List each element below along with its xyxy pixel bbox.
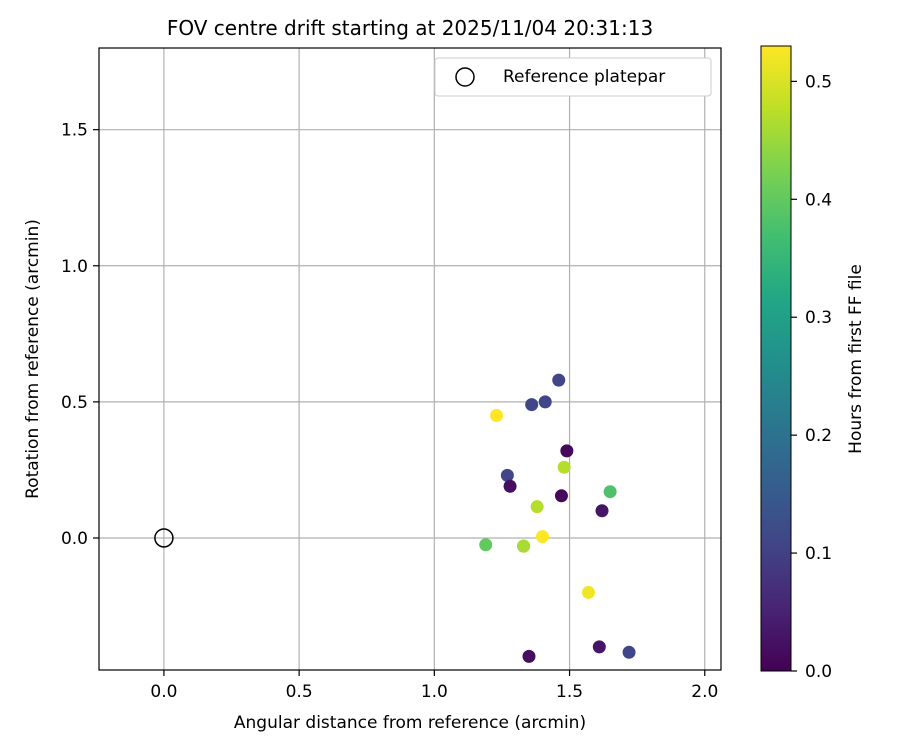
- legend: Reference platepar: [434, 57, 712, 97]
- data-point: [536, 530, 550, 544]
- data-point: [490, 408, 504, 422]
- x-tick-label: 0.5: [286, 682, 313, 702]
- data-point: [538, 395, 552, 409]
- data-point: [503, 479, 517, 493]
- data-point: [603, 485, 617, 499]
- colorbar-tick-label: 0.5: [805, 72, 832, 92]
- data-point: [560, 444, 574, 458]
- legend-box: [434, 57, 712, 97]
- data-point: [554, 489, 568, 503]
- y-axis-label: Rotation from reference (arcmin): [23, 219, 43, 499]
- y-tick-label: 1.0: [61, 257, 88, 277]
- reference-platepar-marker: [154, 528, 174, 548]
- colorbar-tick-label: 0.1: [805, 544, 832, 564]
- data-point: [525, 398, 539, 412]
- data-point: [557, 460, 571, 474]
- colorbar-gradient: [760, 45, 792, 672]
- scatter-points: [479, 373, 636, 663]
- y-axis-ticks: 0.0 0.5 1.0 1.5: [61, 121, 99, 549]
- colorbar-label: Hours from first FF file: [846, 264, 866, 454]
- plot-area: [98, 47, 722, 671]
- x-tick-label: 2.0: [691, 682, 718, 702]
- colorbar-tick-label: 0.4: [805, 190, 832, 210]
- x-axis-label: Angular distance from reference (arcmin): [234, 713, 586, 733]
- data-point: [517, 539, 531, 553]
- data-point: [581, 585, 595, 599]
- colorbar-tick-label: 0.2: [805, 426, 832, 446]
- data-point: [595, 504, 609, 518]
- data-point: [592, 640, 606, 654]
- grid: [99, 48, 721, 670]
- x-tick-label: 1.0: [421, 682, 448, 702]
- data-point: [479, 538, 493, 552]
- x-tick-label: 1.5: [556, 682, 583, 702]
- data-point: [500, 468, 514, 482]
- y-tick-label: 0.0: [61, 529, 88, 549]
- data-point: [552, 373, 566, 387]
- data-point: [522, 649, 536, 663]
- colorbar: 0.0 0.1 0.2 0.3 0.4 0.5 Hours from first FF f…: [760, 45, 866, 682]
- colorbar-ticks: 0.0 0.1 0.2 0.3 0.4 0.5: [791, 72, 832, 682]
- y-tick-label: 0.5: [61, 393, 88, 413]
- chart-title: FOV centre drift starting at 2025/11/04 …: [167, 16, 653, 40]
- x-axis-ticks: 0.0 0.5 1.0 1.5 2.0: [150, 670, 718, 702]
- legend-label: Reference platepar: [503, 67, 665, 87]
- legend-marker-icon: [455, 67, 475, 87]
- colorbar-tick-label: 0.0: [805, 662, 832, 682]
- x-tick-label: 0.0: [150, 682, 177, 702]
- y-tick-label: 1.5: [61, 121, 88, 141]
- data-point: [622, 645, 636, 659]
- data-point: [530, 500, 544, 514]
- colorbar-tick-label: 0.3: [805, 308, 832, 328]
